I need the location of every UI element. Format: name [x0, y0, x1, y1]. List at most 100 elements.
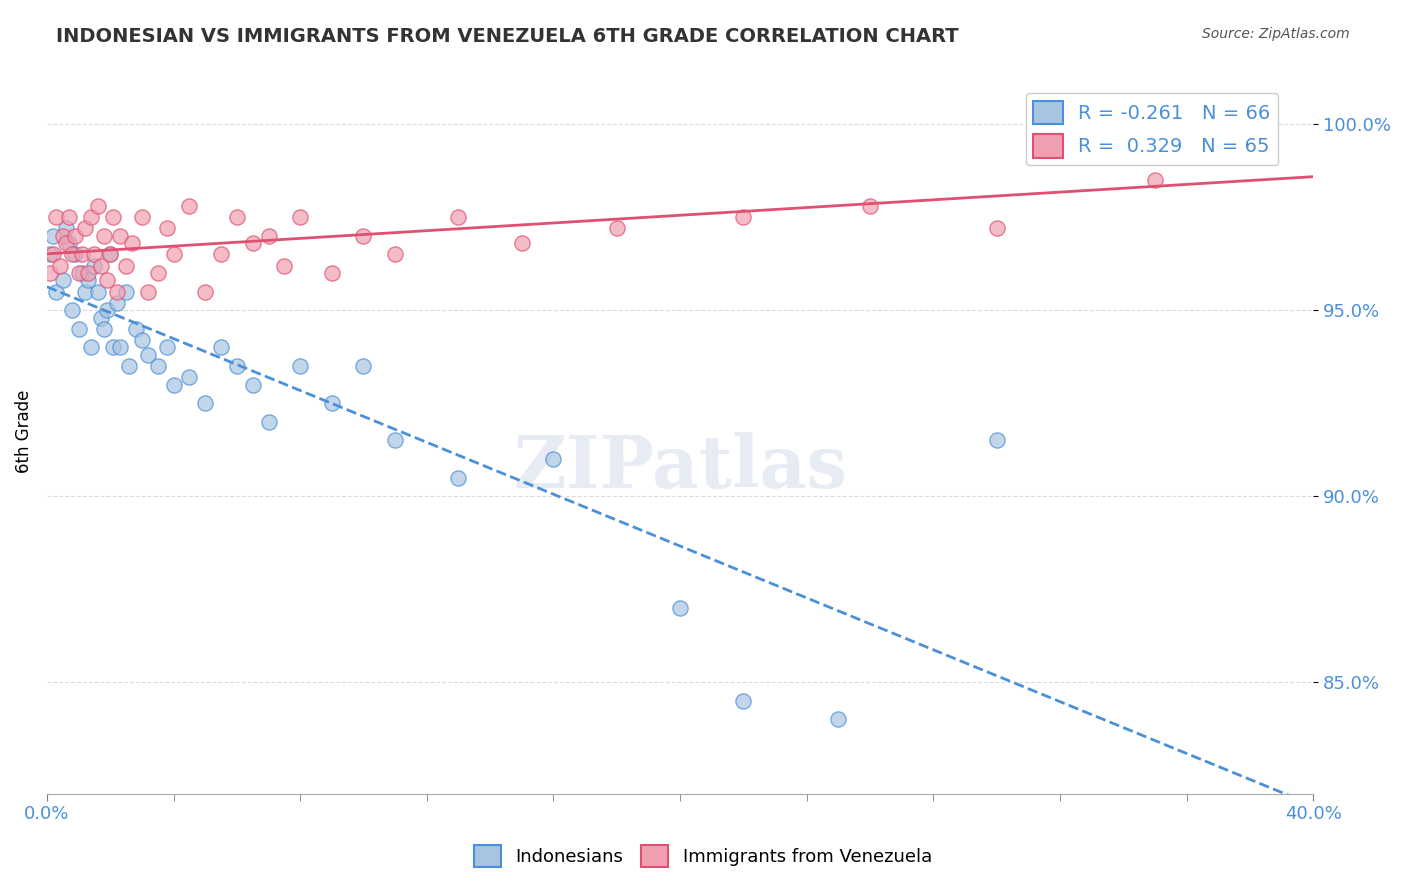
- Point: [55, 221, 77, 235]
- Point: [194, 396, 217, 410]
- Point: [209, 247, 232, 261]
- Point: [353, 359, 375, 373]
- Point: [108, 340, 131, 354]
- Point: [156, 340, 179, 354]
- Point: [447, 470, 470, 484]
- Point: [733, 694, 755, 708]
- Point: [108, 228, 131, 243]
- Point: [42, 247, 65, 261]
- Point: [242, 377, 264, 392]
- Point: [83, 259, 105, 273]
- Point: [353, 228, 375, 243]
- Point: [447, 211, 470, 225]
- Point: [86, 285, 108, 299]
- Point: [55, 236, 77, 251]
- Point: [179, 370, 201, 384]
- Point: [96, 273, 118, 287]
- Point: [510, 236, 533, 251]
- Y-axis label: 6th Grade: 6th Grade: [15, 390, 32, 473]
- Point: [42, 228, 65, 243]
- Point: [52, 228, 75, 243]
- Point: [77, 266, 100, 280]
- Text: INDONESIAN VS IMMIGRANTS FROM VENEZUELA 6TH GRADE CORRELATION CHART: INDONESIAN VS IMMIGRANTS FROM VENEZUELA …: [56, 27, 959, 45]
- Point: [115, 285, 138, 299]
- Point: [86, 199, 108, 213]
- Point: [225, 359, 247, 373]
- Point: [321, 266, 343, 280]
- Point: [65, 228, 87, 243]
- Point: [733, 211, 755, 225]
- Point: [58, 211, 80, 225]
- Point: [58, 236, 80, 251]
- Point: [242, 236, 264, 251]
- Point: [39, 266, 62, 280]
- Point: [70, 247, 93, 261]
- Point: [48, 259, 70, 273]
- Point: [288, 359, 311, 373]
- Point: [669, 600, 692, 615]
- Point: [288, 211, 311, 225]
- Point: [98, 247, 121, 261]
- Point: [80, 211, 103, 225]
- Text: ZIPatlas: ZIPatlas: [513, 432, 848, 503]
- Point: [93, 322, 115, 336]
- Point: [606, 221, 628, 235]
- Point: [179, 199, 201, 213]
- Point: [90, 259, 112, 273]
- Point: [60, 247, 83, 261]
- Point: [131, 333, 153, 347]
- Point: [45, 211, 67, 225]
- Point: [124, 322, 146, 336]
- Point: [65, 247, 87, 261]
- Point: [225, 211, 247, 225]
- Point: [136, 285, 159, 299]
- Point: [45, 285, 67, 299]
- Point: [73, 285, 96, 299]
- Point: [70, 266, 93, 280]
- Point: [103, 340, 125, 354]
- Point: [103, 211, 125, 225]
- Text: Source: ZipAtlas.com: Source: ZipAtlas.com: [1202, 27, 1350, 41]
- Point: [105, 295, 128, 310]
- Point: [162, 377, 184, 392]
- Point: [273, 259, 295, 273]
- Point: [60, 303, 83, 318]
- Legend: R = -0.261   N = 66, R =  0.329   N = 65: R = -0.261 N = 66, R = 0.329 N = 65: [1026, 93, 1278, 166]
- Point: [321, 396, 343, 410]
- Point: [1143, 173, 1166, 187]
- Point: [986, 221, 1008, 235]
- Point: [118, 359, 141, 373]
- Point: [131, 211, 153, 225]
- Point: [146, 359, 169, 373]
- Point: [39, 247, 62, 261]
- Point: [156, 221, 179, 235]
- Point: [827, 712, 849, 726]
- Point: [90, 310, 112, 325]
- Point: [73, 221, 96, 235]
- Point: [105, 285, 128, 299]
- Legend: Indonesians, Immigrants from Venezuela: Indonesians, Immigrants from Venezuela: [467, 838, 939, 874]
- Point: [1239, 125, 1261, 139]
- Point: [98, 247, 121, 261]
- Point: [194, 285, 217, 299]
- Point: [96, 303, 118, 318]
- Point: [52, 273, 75, 287]
- Point: [67, 322, 90, 336]
- Point: [83, 247, 105, 261]
- Point: [121, 236, 143, 251]
- Point: [384, 434, 406, 448]
- Point: [384, 247, 406, 261]
- Point: [67, 266, 90, 280]
- Point: [77, 273, 100, 287]
- Point: [162, 247, 184, 261]
- Point: [257, 415, 280, 429]
- Point: [257, 228, 280, 243]
- Point: [859, 199, 882, 213]
- Point: [986, 434, 1008, 448]
- Point: [93, 228, 115, 243]
- Point: [80, 340, 103, 354]
- Point: [115, 259, 138, 273]
- Point: [209, 340, 232, 354]
- Point: [543, 452, 565, 467]
- Point: [136, 348, 159, 362]
